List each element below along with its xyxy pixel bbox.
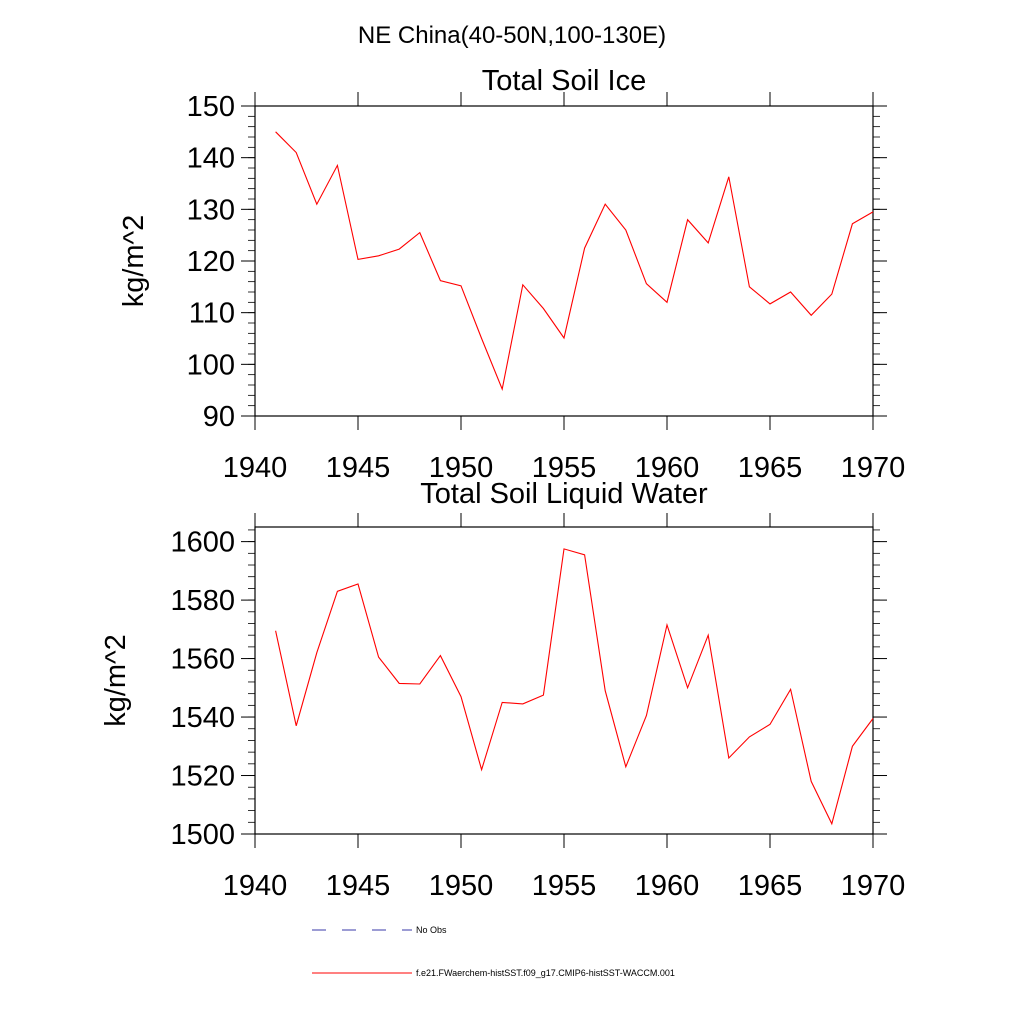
chart-title: Total Soil Ice bbox=[482, 65, 646, 97]
x-tick-label: 1955 bbox=[532, 452, 597, 484]
series-line bbox=[275, 131, 874, 392]
plot-frame bbox=[254, 526, 874, 835]
chart-title: Total Soil Liquid Water bbox=[420, 478, 708, 510]
y-tick-label: 90 bbox=[203, 401, 235, 433]
x-tick-label: 1955 bbox=[532, 870, 597, 902]
x-tick-label: 1945 bbox=[326, 870, 391, 902]
x-tick-label: 1965 bbox=[738, 452, 803, 484]
x-tick-label: 1970 bbox=[841, 452, 906, 484]
y-tick-label: 120 bbox=[187, 246, 235, 278]
y-tick-label: 130 bbox=[187, 194, 235, 226]
legend-label: f.e21.FWaerchem-histSST.f09_g17.CMIP6-hi… bbox=[416, 968, 675, 978]
y-tick-label: 1600 bbox=[170, 527, 235, 559]
y-tick-label: 100 bbox=[187, 349, 235, 381]
x-tick-label: 1950 bbox=[429, 870, 494, 902]
y-axis-label: kg/m^2 bbox=[100, 634, 132, 727]
y-tick-label: 150 bbox=[187, 91, 235, 123]
chart-total-soil-ice: Total Soil Ice 1940 1945 1950 1955 1960 1965 19… bbox=[118, 65, 905, 484]
chart-total-soil-liquid-water: Total Soil Liquid Water 1940 1945 1950 1955 1… bbox=[100, 478, 905, 902]
x-tick-label: 1945 bbox=[326, 452, 391, 484]
y-tick-label: 1540 bbox=[170, 702, 235, 734]
y-tick-label: 1580 bbox=[170, 585, 235, 617]
legend: No Obs f.e21.FWaerchem-histSST.f09_g17.CM… bbox=[312, 925, 675, 978]
y-axis-label: kg/m^2 bbox=[118, 215, 150, 308]
x-tick-label: 1950 bbox=[429, 452, 494, 484]
x-tick-label: 1960 bbox=[635, 870, 700, 902]
legend-label: No Obs bbox=[416, 925, 447, 935]
y-tick-label: 140 bbox=[187, 143, 235, 175]
x-tick-label: 1940 bbox=[223, 870, 288, 902]
plot-frame bbox=[254, 105, 874, 417]
series-line bbox=[275, 548, 874, 826]
y-tick-label: 110 bbox=[189, 298, 235, 330]
x-tick-label: 1940 bbox=[223, 452, 288, 484]
figure-title: NE China(40-50N,100-130E) bbox=[358, 22, 666, 49]
y-tick-label: 1560 bbox=[170, 644, 235, 676]
x-tick-label: 1965 bbox=[738, 870, 803, 902]
y-tick-label: 1520 bbox=[170, 761, 235, 793]
x-tick-label: 1970 bbox=[841, 870, 906, 902]
y-tick-label: 1500 bbox=[170, 819, 235, 851]
x-tick-label: 1960 bbox=[635, 452, 700, 484]
